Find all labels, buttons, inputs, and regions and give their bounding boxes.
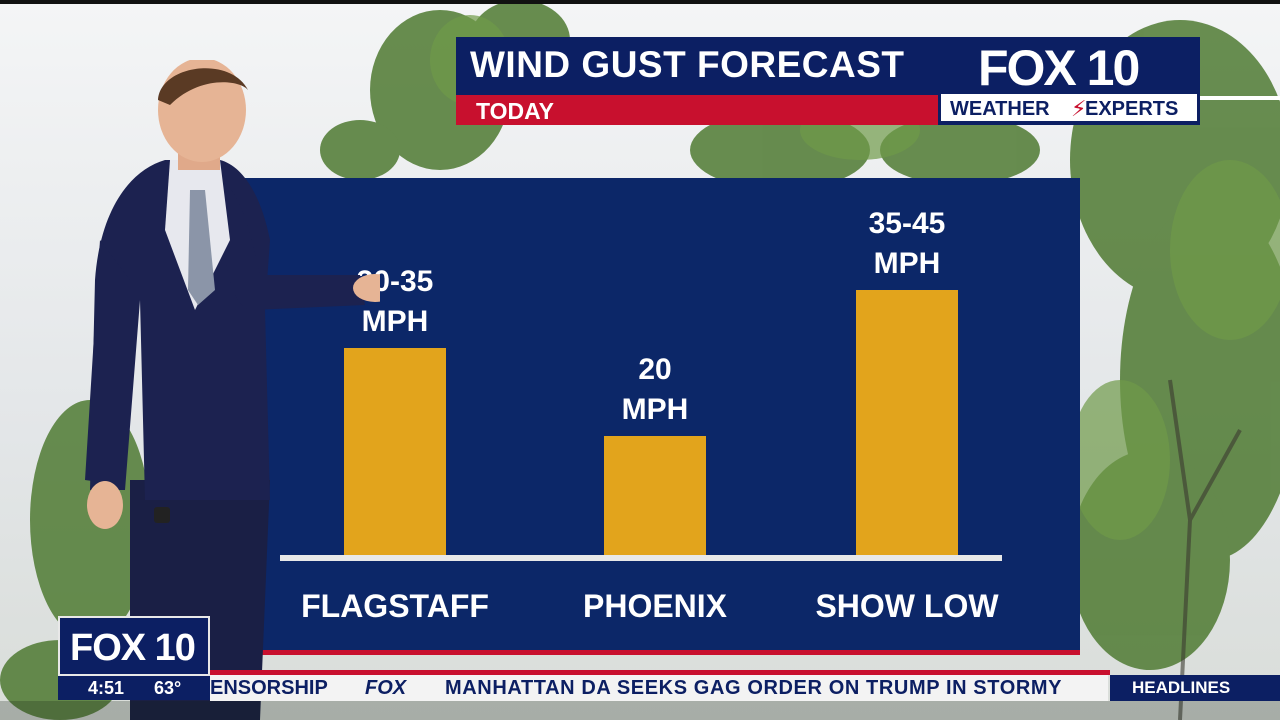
title-banner: WIND GUST FORECAST <box>456 37 938 95</box>
subtitle-banner: TODAY <box>456 95 938 125</box>
ticker-headline: MANHATTAN DA SEEKS GAG ORDER ON TRUMP IN… <box>445 677 1063 699</box>
ticker-red-line <box>210 670 1110 675</box>
bug-logo-text: FOX 10 <box>70 627 196 669</box>
category-label-phoenix: PHOENIX <box>582 588 728 624</box>
panel-red-edge <box>230 650 1080 655</box>
headlines-tag: HEADLINES <box>1110 675 1280 701</box>
presenter-figure <box>85 60 380 720</box>
bar-show-low <box>856 290 958 555</box>
time-temp-box: 4:51 63° <box>58 676 210 700</box>
chart-panel: 30-35 MPH FLAGSTAFF 20 MPH PHOENIX 35-45 MPH SHO… <box>230 178 1080 655</box>
headlines-label: HEADLINES <box>1132 678 1231 697</box>
data-label-unit: MPH <box>621 393 689 426</box>
fox10-logo: FOX 10 WEATHER ⚡ EXPERTS <box>938 37 1200 125</box>
data-label-value: 20 <box>638 353 672 386</box>
data-label-show-low: 35-45 MPH <box>817 204 997 284</box>
clock-time: 4:51 <box>88 678 125 698</box>
news-ticker: ENSORSHIP FOX MANHATTAN DA SEEKS GAG ORD… <box>210 675 1108 701</box>
bottom-shadow <box>0 701 1280 720</box>
ticker-fox-logo: FOX <box>365 677 407 699</box>
chart-baseline <box>280 555 1002 561</box>
weather-experts-strip: WEATHER ⚡ EXPERTS <box>941 94 1197 121</box>
ticker-previous-item: ENSORSHIP <box>210 677 328 699</box>
chart-title: WIND GUST FORECAST <box>470 44 905 85</box>
tagline-weather: WEATHER <box>950 98 1050 120</box>
category-label-show-low: SHOW LOW <box>815 588 999 624</box>
lightning-bolt-icon: ⚡ <box>1071 96 1087 121</box>
chart-subtitle: TODAY <box>476 98 554 124</box>
current-temperature: 63° <box>154 678 182 698</box>
data-label-value: 35-45 <box>868 207 946 240</box>
top-edge-bar <box>0 0 1280 4</box>
tagline-experts: EXPERTS <box>1085 98 1179 120</box>
fox10-bug: FOX 10 <box>58 616 210 676</box>
logo-rule-line <box>1200 96 1280 100</box>
data-label-unit: MPH <box>361 305 429 338</box>
bar-phoenix <box>604 436 706 555</box>
data-label-unit: MPH <box>873 247 941 280</box>
logo-text: FOX 10 <box>978 40 1140 96</box>
data-label-phoenix: 20 MPH <box>565 350 745 430</box>
category-label-flagstaff: FLAGSTAFF <box>301 588 489 624</box>
bar-flagstaff <box>344 348 446 555</box>
